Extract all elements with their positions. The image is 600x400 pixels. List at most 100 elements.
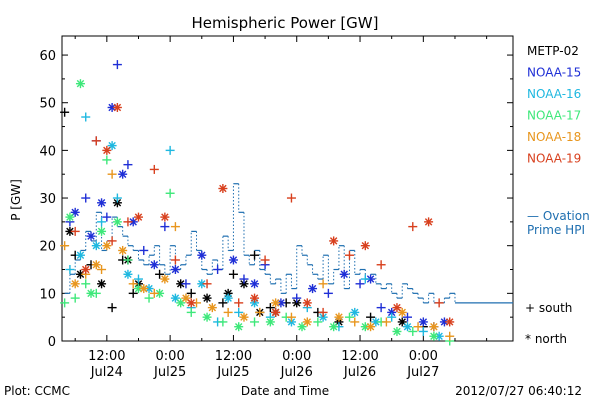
legend-entry: METP-02 xyxy=(527,44,579,58)
data-point xyxy=(128,288,138,298)
data-point xyxy=(60,298,70,308)
data-point xyxy=(329,322,339,332)
data-point xyxy=(234,322,244,332)
data-point xyxy=(139,245,149,255)
legend-entry: NOAA-15 xyxy=(527,66,581,80)
data-point xyxy=(75,79,85,89)
data-point xyxy=(418,326,428,336)
legend-ovation-2: Prime HPI xyxy=(527,223,585,237)
data-point xyxy=(239,312,249,322)
data-point xyxy=(381,317,391,327)
data-point xyxy=(123,217,133,227)
data-point xyxy=(218,317,228,327)
data-point xyxy=(418,317,428,327)
data-point xyxy=(445,317,455,327)
data-point xyxy=(355,279,365,289)
data-point xyxy=(128,217,138,227)
data-point xyxy=(197,250,207,260)
timestamp: 2012/07/27 06:40:12 xyxy=(455,384,582,398)
legend-entry: NOAA-17 xyxy=(527,109,581,123)
data-point xyxy=(155,269,165,279)
x-tick-date-label: Jul25 xyxy=(216,365,249,380)
data-point xyxy=(149,288,159,298)
data-point xyxy=(350,317,360,327)
data-point xyxy=(160,274,170,284)
data-point xyxy=(250,317,260,327)
tick-labels-layer: 010203040506012:00Jul240:00Jul2512:00Jul… xyxy=(39,49,439,380)
data-point xyxy=(81,193,91,203)
legend-north: * north xyxy=(525,332,567,346)
data-point xyxy=(271,298,281,308)
data-point xyxy=(408,222,418,232)
legend-entry: NOAA-19 xyxy=(527,152,581,166)
data-point xyxy=(250,279,260,289)
data-point xyxy=(213,265,223,275)
data-point xyxy=(75,250,85,260)
data-point xyxy=(97,265,107,275)
data-point xyxy=(60,107,70,117)
data-point xyxy=(128,279,138,289)
data-point xyxy=(102,155,112,165)
data-point xyxy=(70,279,80,289)
data-point xyxy=(144,293,154,303)
data-point xyxy=(376,260,386,270)
data-point xyxy=(186,298,196,308)
data-point xyxy=(112,102,122,112)
data-point xyxy=(376,303,386,313)
data-point xyxy=(318,307,328,317)
data-point xyxy=(344,250,354,260)
y-tick-label: 60 xyxy=(39,49,56,64)
legend-entry: NOAA-16 xyxy=(527,87,581,101)
data-point xyxy=(181,279,191,289)
data-point xyxy=(334,312,344,322)
data-point xyxy=(271,307,281,317)
data-point xyxy=(366,312,376,322)
x-axis-label: Date and Time xyxy=(241,384,329,398)
data-point xyxy=(170,222,180,232)
data-point xyxy=(160,222,170,232)
data-point xyxy=(149,164,159,174)
x-tick-time-label: 0:00 xyxy=(156,349,185,364)
data-point xyxy=(65,265,75,275)
ovation-hpi-layer xyxy=(64,183,513,304)
data-point xyxy=(234,298,244,308)
data-point xyxy=(445,331,455,341)
axes-layer xyxy=(61,35,514,342)
data-point xyxy=(107,236,117,246)
data-point xyxy=(286,193,296,203)
data-point xyxy=(207,303,217,313)
data-point xyxy=(133,274,143,284)
data-point xyxy=(107,169,117,179)
data-point xyxy=(239,274,249,284)
data-point xyxy=(70,226,80,236)
data-point xyxy=(118,245,128,255)
data-point xyxy=(302,298,312,308)
data-point xyxy=(112,217,122,227)
data-point xyxy=(228,255,238,265)
data-point xyxy=(403,322,413,332)
x-tick-date-label: Jul24 xyxy=(90,365,123,380)
data-point xyxy=(97,226,107,236)
data-point xyxy=(429,322,439,332)
data-point xyxy=(323,288,333,298)
data-point xyxy=(81,279,91,289)
data-point xyxy=(139,284,149,294)
y-tick-label: 40 xyxy=(39,144,56,159)
x-tick-time-label: 12:00 xyxy=(341,349,378,364)
data-point xyxy=(81,265,91,275)
data-point xyxy=(91,241,101,251)
data-point xyxy=(360,241,370,251)
legend: METP-02 NOAA-15 NOAA-16 NOAA-17 NOAA-18 NOAA-… xyxy=(525,44,590,346)
chart-title: Hemispheric Power [GW] xyxy=(192,14,379,32)
data-points-layer xyxy=(60,60,455,346)
data-point xyxy=(292,298,302,308)
data-point xyxy=(91,288,101,298)
data-point xyxy=(170,255,180,265)
data-point xyxy=(260,255,270,265)
data-point xyxy=(202,293,212,303)
x-tick-time-label: 12:00 xyxy=(215,349,252,364)
data-point xyxy=(118,169,128,179)
data-point xyxy=(123,255,133,265)
data-point xyxy=(97,198,107,208)
